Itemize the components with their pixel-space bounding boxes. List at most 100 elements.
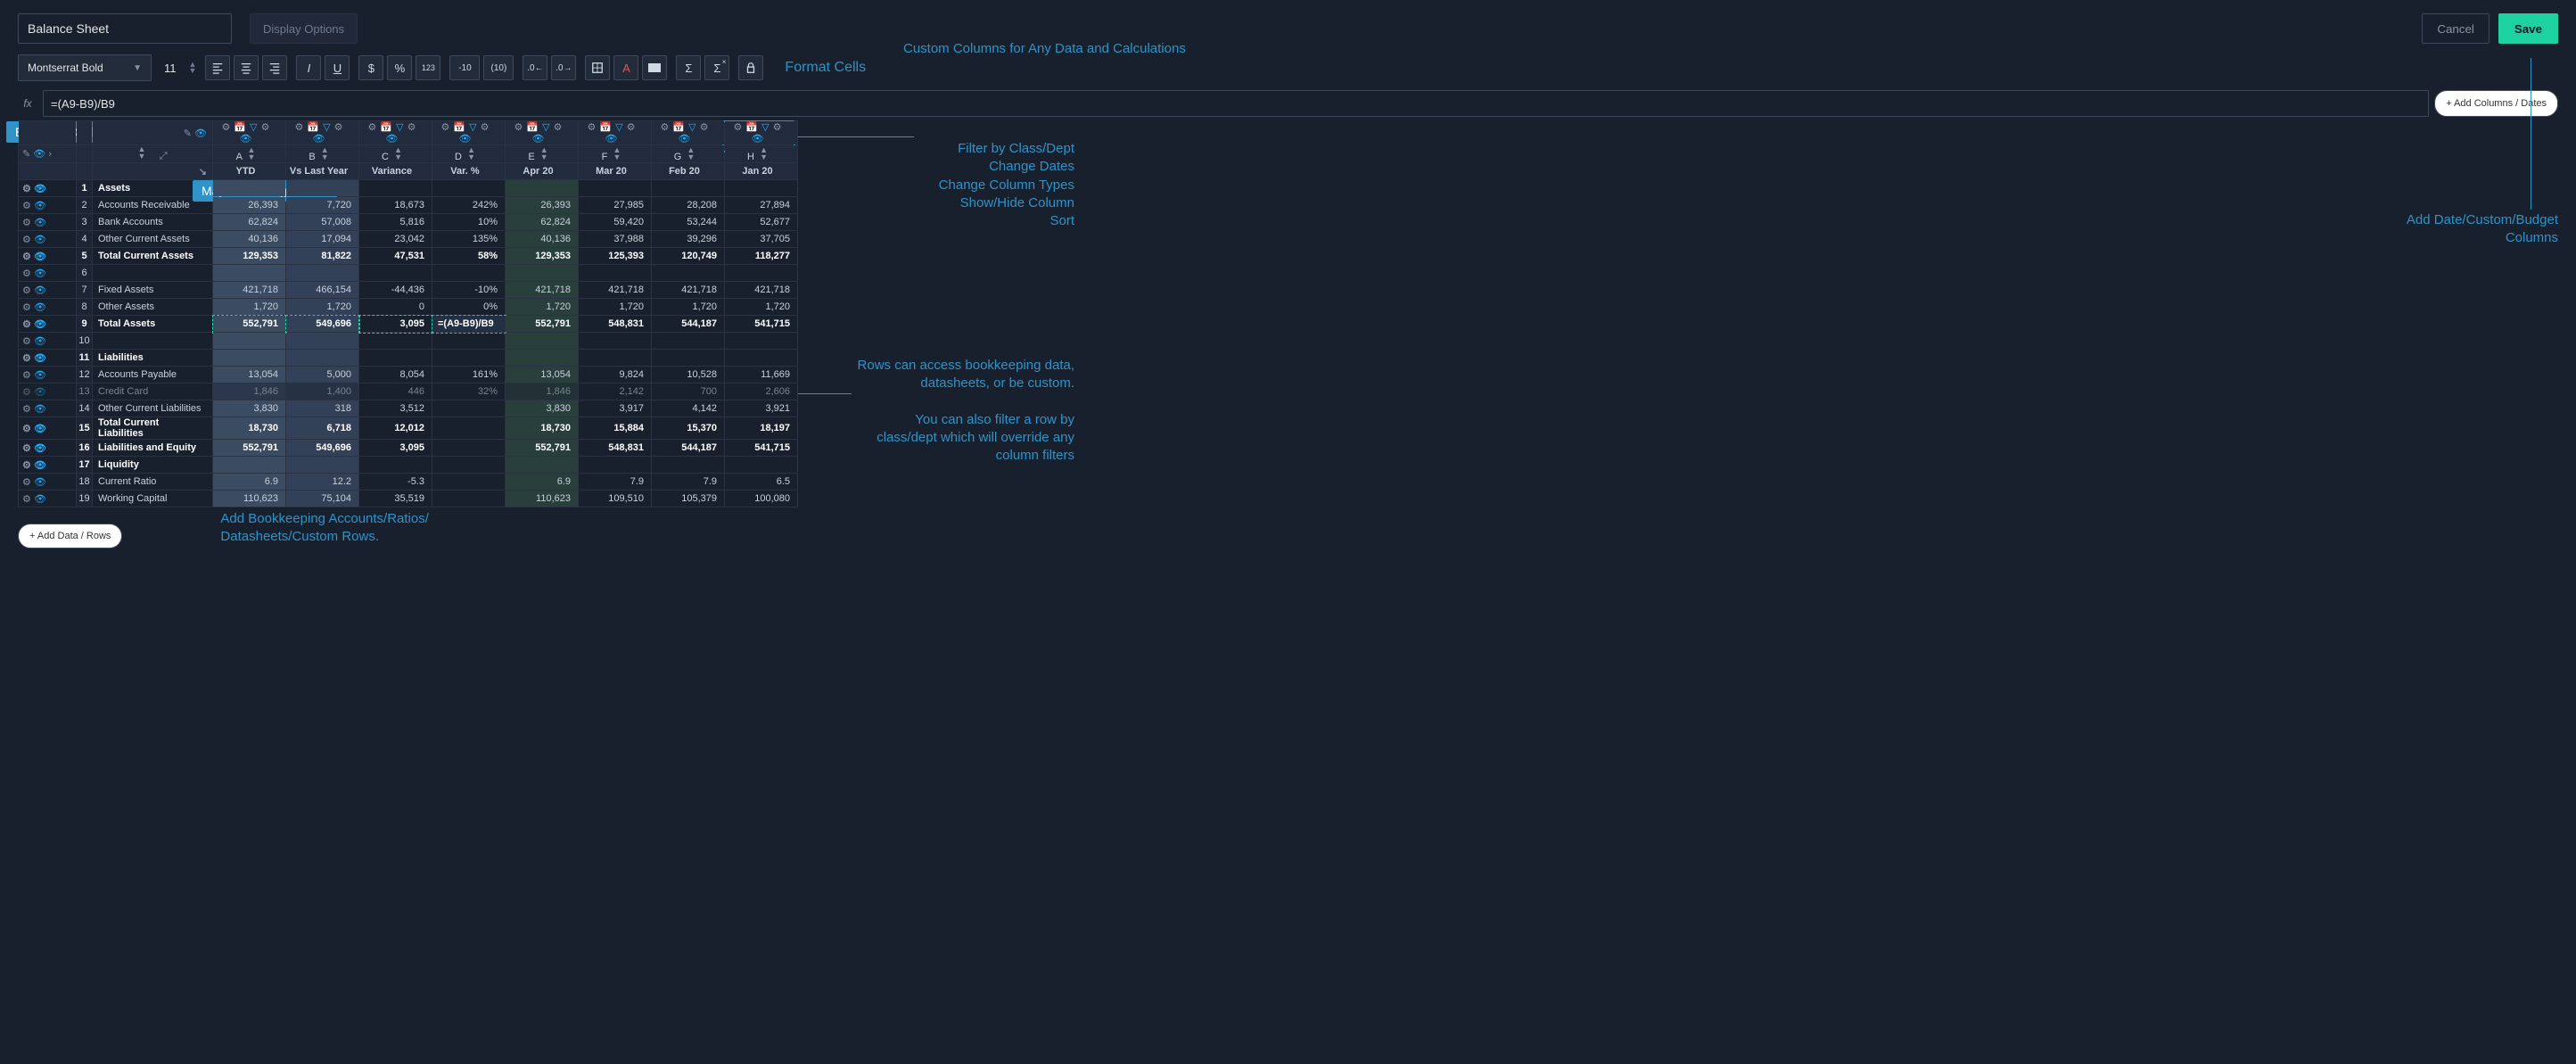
cell[interactable] [432,350,506,367]
cell[interactable]: 5,000 [286,367,359,384]
cell[interactable] [506,333,579,350]
cell[interactable]: 110,623 [213,491,286,507]
text-color-button[interactable]: A [613,55,638,80]
save-button[interactable]: Save [2498,13,2558,44]
cell[interactable] [286,457,359,474]
cell[interactable] [652,180,725,197]
cell[interactable]: 552,791 [213,440,286,457]
row-name[interactable] [93,265,213,282]
row-controls[interactable]: ⚙ 👁 [19,350,77,367]
cell[interactable]: 3,921 [725,400,798,417]
cell[interactable]: 32% [432,384,506,400]
row-name[interactable]: Accounts Payable [93,367,213,384]
cell[interactable]: 18,730 [213,417,286,440]
cell[interactable]: 548,831 [579,440,652,457]
cell[interactable]: 7.9 [579,474,652,491]
add-columns-button[interactable]: + Add Columns / Dates [2434,90,2558,117]
cell[interactable]: 18,197 [725,417,798,440]
row-name[interactable]: Total Assets [93,316,213,333]
cell[interactable] [725,457,798,474]
cell[interactable]: 7.9 [652,474,725,491]
cell[interactable] [213,350,286,367]
row-name[interactable]: Accounts Receivable [93,197,213,214]
cell[interactable]: 135% [432,231,506,248]
align-left-button[interactable] [205,55,230,80]
cell[interactable]: 110,623 [506,491,579,507]
cell[interactable]: 161% [432,367,506,384]
row-controls[interactable]: ⚙ 👁 [19,417,77,440]
cell[interactable] [652,333,725,350]
row-name[interactable]: Assets [93,180,213,197]
cell[interactable]: 52,677 [725,214,798,231]
cell[interactable]: 1,720 [213,299,286,316]
cell[interactable]: 1,720 [286,299,359,316]
cell[interactable]: 421,718 [725,282,798,299]
row-name[interactable]: Current Ratio [93,474,213,491]
cell[interactable]: 552,791 [213,316,286,333]
cell[interactable]: 35,519 [359,491,432,507]
cell[interactable] [725,333,798,350]
row-name[interactable]: Liabilities and Equity [93,440,213,457]
spreadsheet[interactable]: ✎ 👁⚙📅▽⚙👁⚙📅▽⚙👁⚙📅▽⚙👁⚙📅▽⚙👁⚙📅▽⚙👁⚙📅▽⚙👁⚙📅▽⚙👁⚙📅… [18,120,798,507]
row-controls[interactable]: ⚙ 👁 [19,197,77,214]
cell[interactable]: 62,824 [506,214,579,231]
cell[interactable]: 544,187 [652,440,725,457]
cell[interactable]: 120,749 [652,248,725,265]
cell[interactable] [652,265,725,282]
add-rows-button[interactable]: + Add Data / Rows [18,524,122,548]
row-name[interactable]: Other Current Assets [93,231,213,248]
cell[interactable] [286,265,359,282]
cell[interactable]: 549,696 [286,316,359,333]
cell[interactable]: 1,720 [506,299,579,316]
row-name[interactable]: Liquidity [93,457,213,474]
row-controls[interactable]: ⚙ 👁 [19,282,77,299]
font-size-stepper[interactable]: ▲▼ [189,62,197,74]
formula-input[interactable] [43,90,2429,117]
cell[interactable] [579,333,652,350]
cell[interactable]: 39,296 [652,231,725,248]
row-name[interactable]: Other Current Liabilities [93,400,213,417]
cell[interactable]: 318 [286,400,359,417]
cell[interactable] [506,457,579,474]
cell[interactable]: 27,985 [579,197,652,214]
cell[interactable]: 3,512 [359,400,432,417]
cell[interactable]: 37,705 [725,231,798,248]
cell[interactable] [579,180,652,197]
row-name[interactable]: Bank Accounts [93,214,213,231]
cell[interactable]: 18,673 [359,197,432,214]
cell[interactable] [286,180,359,197]
cell[interactable]: 1,846 [213,384,286,400]
cell[interactable] [286,333,359,350]
cell[interactable]: 7,720 [286,197,359,214]
cell[interactable]: 100,080 [725,491,798,507]
cell[interactable]: 129,353 [213,248,286,265]
cell[interactable]: 3,917 [579,400,652,417]
cell[interactable]: 40,136 [213,231,286,248]
cell[interactable]: 552,791 [506,316,579,333]
cell[interactable]: 6,718 [286,417,359,440]
row-name[interactable]: Other Assets [93,299,213,316]
cell[interactable] [213,265,286,282]
cell[interactable]: =(A9-B9)/B9 [432,316,506,333]
cell[interactable]: -5.3 [359,474,432,491]
row-controls[interactable]: ⚙ 👁 [19,265,77,282]
cell[interactable] [286,350,359,367]
cell[interactable]: 105,379 [652,491,725,507]
borders-button[interactable] [585,55,610,80]
cell[interactable]: 26,393 [213,197,286,214]
row-controls[interactable]: ⚙ 👁 [19,440,77,457]
row-name[interactable]: Total Current Liabilities [93,417,213,440]
cell[interactable] [506,350,579,367]
cell[interactable]: 700 [652,384,725,400]
cell[interactable]: 6.9 [213,474,286,491]
paren-format-button[interactable]: (10) [483,55,514,80]
row-controls[interactable]: ⚙ 👁 [19,231,77,248]
cell[interactable]: 13,054 [213,367,286,384]
number-button[interactable]: 123 [416,55,440,80]
cell[interactable]: 552,791 [506,440,579,457]
cell[interactable] [652,350,725,367]
cell[interactable]: 1,720 [579,299,652,316]
lock-button[interactable] [738,55,763,80]
cancel-button[interactable]: Cancel [2422,13,2490,44]
cell[interactable] [359,333,432,350]
